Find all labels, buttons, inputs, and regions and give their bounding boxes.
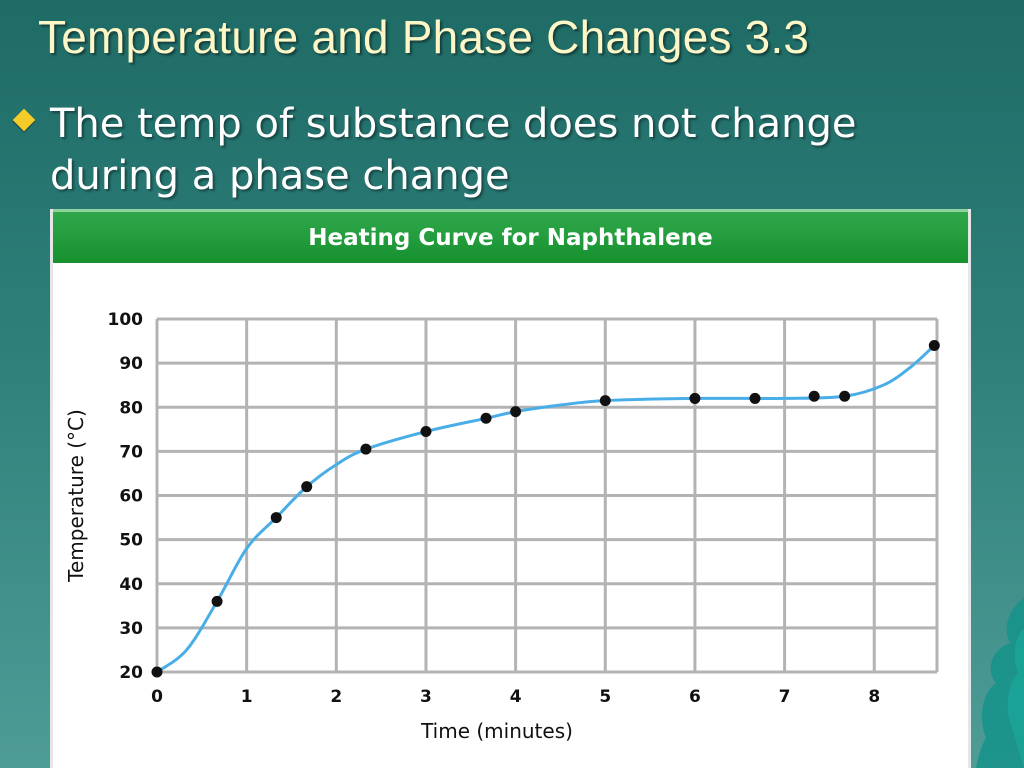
x-tick-label: 6 [689,687,701,707]
data-point [420,426,432,438]
x-tick-label: 5 [599,687,611,707]
slide-title: Temperature and Phase Changes 3.3 [38,11,810,63]
data-point [928,339,940,351]
data-point [689,392,701,404]
data-point [360,443,372,455]
x-tick-label: 1 [241,687,253,707]
x-tick-label: 7 [779,687,791,707]
y-tick-label: 60 [119,487,143,507]
bullet-point: The temp of substance does not change du… [12,98,986,202]
bullet-text: The temp of substance does not change du… [50,101,857,199]
data-point [808,390,820,402]
y-tick-label: 30 [119,619,143,639]
y-tick-label: 20 [119,663,143,683]
data-point [301,481,313,493]
x-tick-label: 2 [330,687,342,707]
y-tick-label: 70 [119,442,143,462]
x-tick-label: 0 [151,687,163,707]
data-point [480,412,492,424]
chart-figure: Heating Curve for Naphthalene 0 1 2 3 4 5 6 7 8 2… [50,209,971,768]
y-axis-label: Temperature (°C) [64,409,88,583]
y-tick-label: 40 [119,575,143,595]
x-tick-label: 8 [868,687,880,707]
x-tick-label: 3 [420,687,432,707]
heating-curve-chart: 0 1 2 3 4 5 6 7 8 20 30 40 50 60 70 80 90 100 Time (minute… [64,310,940,743]
chart-title: Heating Curve for Naphthalene [308,224,713,251]
data-point [510,406,522,418]
y-tick-label: 50 [119,531,143,551]
chart-header: Heating Curve for Naphthalene [53,209,968,263]
data-point [270,512,282,524]
y-tick-label: 90 [119,354,143,374]
data-point [749,392,761,404]
data-point [151,666,163,678]
x-tick-label: 4 [510,687,522,707]
y-tick-label: 100 [108,310,144,330]
diamond-bullet-icon [12,108,36,132]
x-axis-label: Time (minutes) [420,719,573,743]
data-point [599,395,611,407]
data-point [839,390,851,402]
y-tick-label: 80 [119,398,143,418]
data-point [211,595,223,607]
wave-decoration-icon [976,598,1024,768]
